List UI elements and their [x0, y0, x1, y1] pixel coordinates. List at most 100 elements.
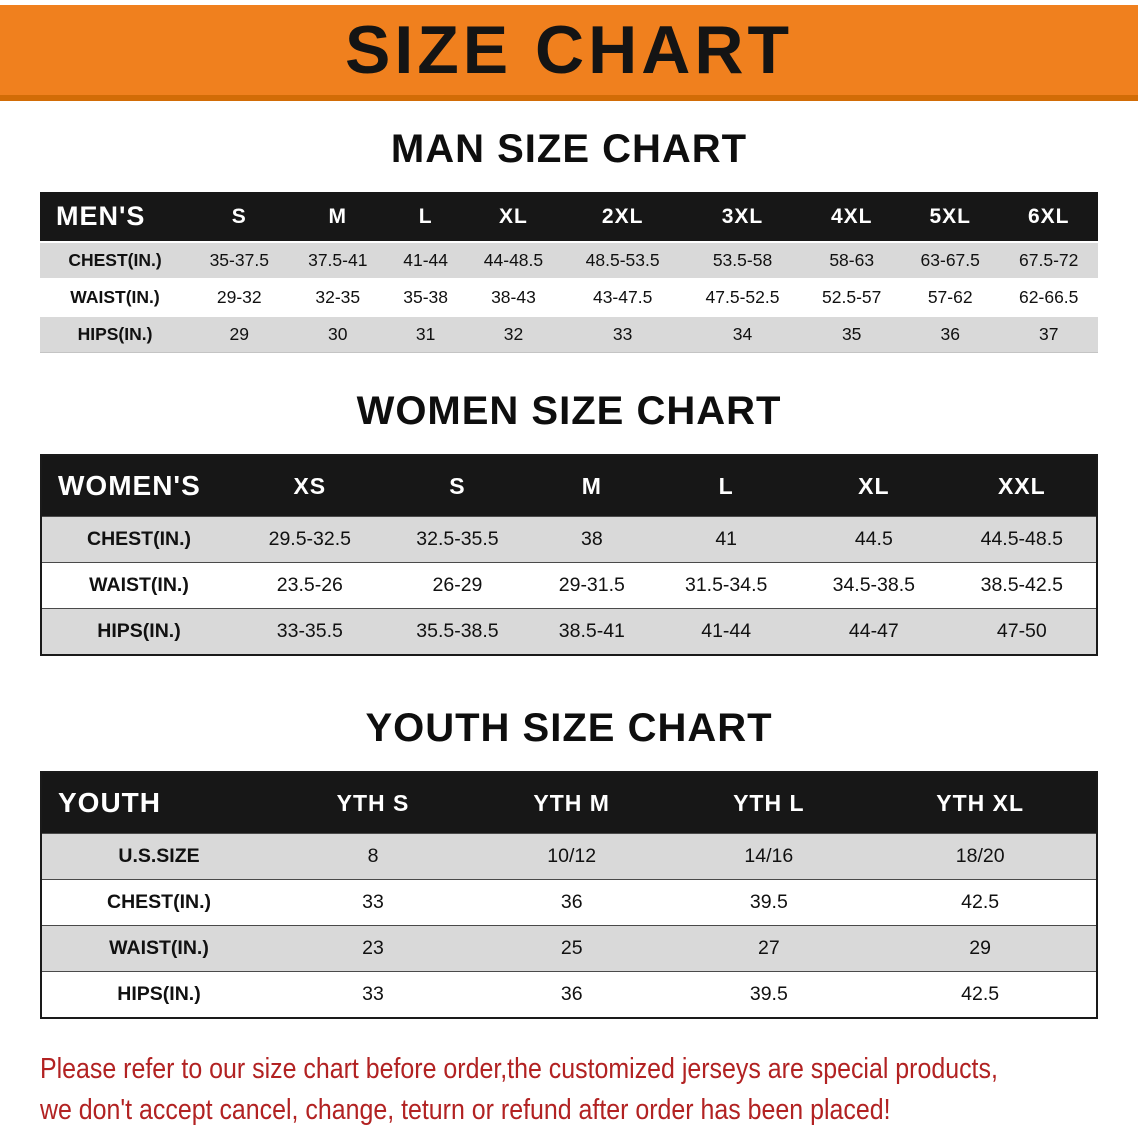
measurement-value: 44-47 — [800, 608, 948, 655]
measurement-value: 29 — [864, 925, 1097, 972]
measurement-value: 41-44 — [403, 250, 448, 270]
size-column-header: L — [387, 192, 465, 242]
measurement-row: CHEST(IN.) 33 36 39.5 42.5 — [41, 879, 1097, 926]
measurement-label: HIPS(IN.) — [41, 971, 276, 1018]
measurement-label: WAIST(IN.) — [41, 925, 276, 972]
size-column-header: 5XL — [900, 192, 1000, 242]
measurement-label: CHEST(IN.) — [41, 516, 236, 563]
youth-table-body: U.S.SIZE 8 10/12 14/16 18/20 CHEST(IN.) 33 36 39… — [41, 833, 1097, 1018]
measurement-row: CHEST(IN.) 29.5-32.5 32.5-35.5 38 41 44.5 44.5… — [41, 516, 1097, 563]
measurement-value: 38.5-41 — [531, 608, 653, 655]
measurement-value: 35-38 — [403, 287, 448, 307]
size-column-header: 4XL — [802, 192, 901, 242]
women-section-heading: WOMEN SIZE CHART — [356, 389, 782, 433]
measurement-row: HIPS(IN.) 33 36 39.5 42.5 — [41, 971, 1097, 1018]
size-column-header: 2XL — [562, 192, 683, 242]
measurement-label: U.S.SIZE — [41, 833, 276, 880]
men-size-table: MEN'S S M L XL 2XL 3XL 4XL 5XL 6XL CHEST(IN.) 35-37… — [40, 192, 1098, 353]
measurement-value: 53.5-58 — [712, 250, 773, 270]
measurement-value: 37.5-41 — [308, 250, 368, 270]
size-column-header: M — [531, 455, 653, 517]
size-column-header: XS — [236, 455, 384, 517]
measurement-value: 36 — [470, 879, 674, 926]
youth-header-row: YOUTH YTH S YTH M YTH L YTH XL — [41, 772, 1097, 834]
size-column-header: XL — [800, 455, 948, 517]
men-size-section: MAN SIZE CHART MEN'S S M L XL 2XL 3XL 4XL 5XL 6XL C… — [0, 127, 1138, 353]
youth-size-table: YOUTH YTH S YTH M YTH L YTH XL U.S.SIZE 8 10/12… — [40, 771, 1098, 1019]
measurement-value: 33-35.5 — [236, 608, 384, 655]
size-column-header: YTH XL — [864, 772, 1097, 834]
measurement-value: 47.5-52.5 — [705, 287, 780, 307]
measurement-value: 39.5 — [673, 879, 865, 926]
measurement-value: 47-50 — [947, 608, 1097, 655]
measurement-value: 32 — [503, 324, 524, 344]
measurement-value: 38-43 — [491, 287, 536, 307]
measurement-value: 38.5-42.5 — [947, 562, 1097, 609]
measurement-value: 37 — [1039, 324, 1059, 344]
measurement-value: 44.5 — [800, 516, 948, 563]
measurement-row: CHEST(IN.) 35-37.5 37.5-41 41-44 44-48.5 48.5… — [40, 242, 1098, 279]
youth-section-heading: YOUTH SIZE CHART — [365, 706, 773, 750]
size-chart-banner: SIZE CHART — [0, 5, 1138, 101]
measurement-label: HIPS(IN.) — [41, 608, 236, 655]
men-table-head: MEN'S S M L XL 2XL 3XL 4XL 5XL 6XL — [40, 192, 1098, 242]
measurement-value: 29-31.5 — [531, 562, 653, 609]
measurement-label: WAIST(IN.) — [70, 287, 160, 307]
measurement-value: 36 — [470, 971, 674, 1018]
measurement-value: 32-35 — [315, 287, 361, 307]
measurement-value: 23.5-26 — [236, 562, 384, 609]
men-header-row: MEN'S S M L XL 2XL 3XL 4XL 5XL 6XL — [40, 192, 1098, 242]
measurement-value: 39.5 — [673, 971, 865, 1018]
measurement-value: 23 — [276, 925, 471, 972]
measurement-value: 14/16 — [673, 833, 865, 880]
size-column-header: YTH M — [470, 772, 674, 834]
measurement-label: WAIST(IN.) — [41, 562, 236, 609]
measurement-value: 35.5-38.5 — [383, 608, 532, 655]
measurement-value: 44.5-48.5 — [947, 516, 1097, 563]
measurement-row: U.S.SIZE 8 10/12 14/16 18/20 — [41, 833, 1097, 880]
measurement-value: 42.5 — [864, 971, 1097, 1018]
measurement-value: 35 — [841, 324, 862, 344]
measurement-value: 48.5-53.5 — [585, 250, 660, 270]
measurement-value: 42.5 — [864, 879, 1097, 926]
measurement-value: 35-37.5 — [209, 250, 269, 270]
measurement-value: 33 — [612, 324, 633, 344]
size-chart-sections: MAN SIZE CHART MEN'S S M L XL 2XL 3XL 4XL 5XL 6XL C… — [0, 127, 1138, 1019]
measurement-value: 43-47.5 — [592, 287, 653, 307]
size-column-header: S — [383, 455, 532, 517]
size-column-header: XXL — [947, 455, 1097, 517]
measurement-value: 33 — [276, 879, 471, 926]
measurement-value: 57-62 — [927, 287, 973, 307]
measurement-value: 32.5-35.5 — [383, 516, 532, 563]
women-table-head: WOMEN'S XS S M L XL XXL — [41, 455, 1097, 517]
measurement-value: 29 — [229, 324, 249, 344]
size-column-header: YTH L — [673, 772, 865, 834]
measurement-value: 58-63 — [829, 250, 875, 270]
measurement-value: 63-67.5 — [920, 250, 980, 270]
measurement-value: 33 — [276, 971, 471, 1018]
measurement-value: 34.5-38.5 — [800, 562, 948, 609]
measurement-value: 27 — [673, 925, 865, 972]
measurement-value: 41 — [652, 516, 800, 563]
measurement-value: 10/12 — [470, 833, 674, 880]
youth-group-label: YOUTH — [41, 772, 276, 834]
measurement-value: 26-29 — [383, 562, 532, 609]
disclaimer-line-2: we don't accept cancel, change, teturn o… — [40, 1093, 891, 1126]
measurement-value: 18/20 — [864, 833, 1097, 880]
size-column-header: YTH S — [276, 772, 471, 834]
measurement-value: 25 — [470, 925, 674, 972]
measurement-row: WAIST(IN.) 29-32 32-35 35-38 38-43 43-47.5 47.… — [40, 279, 1098, 316]
measurement-value: 30 — [328, 324, 348, 344]
measurement-row: WAIST(IN.) 23.5-26 26-29 29-31.5 31.5-34.5 34… — [41, 562, 1097, 609]
women-size-section: WOMEN SIZE CHART WOMEN'S XS S M L XL XXL CHEST(I… — [0, 389, 1138, 656]
measurement-value: 31.5-34.5 — [652, 562, 800, 609]
size-column-header: S — [190, 192, 289, 242]
size-column-header: L — [652, 455, 800, 517]
measurement-value: 31 — [415, 324, 436, 344]
measurement-value: 34 — [732, 324, 753, 344]
measurement-value: 8 — [276, 833, 471, 880]
women-table-body: CHEST(IN.) 29.5-32.5 32.5-35.5 38 41 44.5 44.5… — [41, 516, 1097, 655]
size-chart-page: SIZE CHART MAN SIZE CHART MEN'S S M L XL 2XL 3X… — [0, 5, 1138, 1130]
women-group-label: WOMEN'S — [41, 455, 236, 517]
size-column-header: M — [288, 192, 388, 242]
